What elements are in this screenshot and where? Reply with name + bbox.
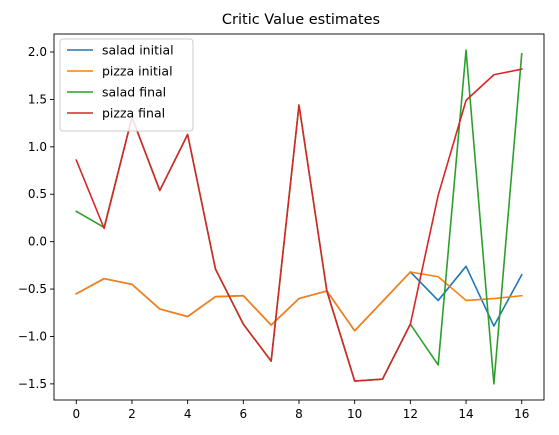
- y-tick-label: 1.0: [28, 140, 47, 154]
- x-tick-label: 14: [458, 407, 473, 421]
- y-tick-label: 2.0: [28, 45, 47, 59]
- x-tick-label: 16: [514, 407, 529, 421]
- y-tick-label: 0.0: [28, 235, 47, 249]
- series-layer: [75, 49, 523, 385]
- x-tick-label: 10: [347, 407, 362, 421]
- x-tick-label: 2: [128, 407, 136, 421]
- series-line-pizza-initial: [75, 271, 523, 332]
- legend-label: pizza initial: [102, 64, 173, 79]
- y-tick-label: −0.5: [18, 282, 47, 296]
- y-tick-label: 0.5: [28, 187, 47, 201]
- legend-label: pizza final: [102, 106, 165, 121]
- legend: salad initial pizza initial salad final piz…: [59, 38, 194, 132]
- chart-title: Critic Value estimates: [222, 12, 380, 28]
- x-tick-label: 6: [239, 407, 247, 421]
- x-tick-label: 8: [295, 407, 303, 421]
- legend-box: [59, 38, 194, 132]
- y-tick-label: 1.5: [28, 92, 47, 106]
- series-line-pizza-final: [75, 68, 523, 382]
- x-tick-label: 0: [72, 407, 80, 421]
- x-tick-label: 12: [403, 407, 418, 421]
- axes-layer: 0 2 4 6 8 10 12 14 16 −1.5 −1.0 −0.5 0.0 0.5 1.0 1.5 2.0: [18, 33, 545, 421]
- legend-label: salad final: [102, 85, 166, 100]
- y-tick-label: −1.0: [18, 329, 47, 343]
- x-tick-label: 4: [184, 407, 192, 421]
- legend-label: salad initial: [102, 43, 174, 58]
- y-tick-label: −1.5: [18, 377, 47, 391]
